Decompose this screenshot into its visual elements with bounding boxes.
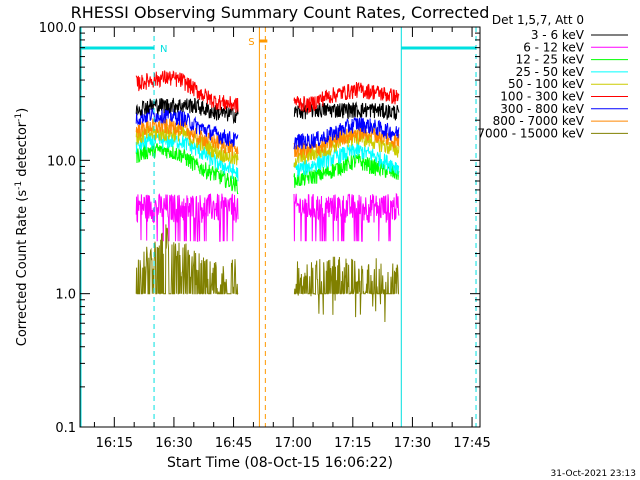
series-100-300-kev bbox=[135, 70, 400, 114]
night-label: N bbox=[160, 44, 167, 55]
tick-layer: 100.0 10.0 1.0 0.1 16:15 16:30 16:45 17:00 17:15… bbox=[39, 21, 491, 451]
series-line-100-300-kev-2 bbox=[293, 81, 400, 114]
series-line-800-7000-kev-1 bbox=[135, 117, 239, 157]
x-tick-label: 16:30 bbox=[155, 436, 192, 451]
series-line-300-800-kev-2 bbox=[293, 116, 400, 150]
y-tick-label: 1.0 bbox=[55, 288, 76, 303]
series-line-6-12-kev-2 bbox=[293, 192, 400, 242]
series-line-6-12-kev-1 bbox=[135, 193, 239, 242]
series-3-6-kev bbox=[135, 97, 400, 125]
y-tick-label: 10.0 bbox=[47, 154, 76, 169]
marker-layer: SN bbox=[80, 27, 477, 427]
series-line-3-6-kev-2 bbox=[293, 101, 400, 121]
x-tick-label: 17:30 bbox=[394, 436, 431, 451]
legend-label-7000-15000-kev: 7000 - 15000 keV bbox=[477, 126, 584, 140]
series-line-7000-15000-kev-1 bbox=[135, 224, 239, 296]
y-axis-label-end: ) bbox=[15, 108, 30, 113]
series-line-12-25-kev-1 bbox=[135, 142, 239, 195]
y-tick-label: 0.1 bbox=[55, 421, 76, 436]
y-tick-label: 100.0 bbox=[39, 21, 76, 36]
series-line-100-300-kev-1 bbox=[135, 70, 239, 113]
legend-label-50-100-kev: 50 - 100 keV bbox=[508, 77, 585, 91]
y-axis-label-main: Corrected Count Rate (s bbox=[15, 190, 30, 347]
series-line-50-100-kev-2 bbox=[293, 129, 400, 169]
x-tick-label: 16:45 bbox=[215, 436, 252, 451]
plot-frame bbox=[79, 26, 481, 428]
x-axis-label: Start Time (08-Oct-15 16:06:22) bbox=[167, 455, 393, 471]
y-axis-label: Corrected Count Rate (s-1 detector-1) bbox=[14, 108, 30, 346]
series-line-7000-15000-kev-2 bbox=[293, 256, 399, 323]
series-300-800-kev bbox=[135, 107, 400, 150]
legend-label-800-7000-kev: 800 - 7000 keV bbox=[493, 114, 585, 128]
x-tick-label: 17:15 bbox=[334, 436, 371, 451]
plot-area: SN 100.010.01.00.116:15 16:30 16:45 17:00 17… bbox=[39, 21, 491, 451]
y-axis-label-sup2: -1 bbox=[14, 113, 24, 122]
y-axis-label-sup1: -1 bbox=[14, 181, 24, 190]
series-line-25-50-kev-2 bbox=[293, 142, 400, 178]
data-layer bbox=[135, 70, 400, 323]
x-tick-label: 17:00 bbox=[274, 436, 311, 451]
legend-label-3-6-kev: 3 - 6 keV bbox=[531, 28, 585, 42]
legend-label-300-800-kev: 300 - 800 keV bbox=[500, 102, 584, 116]
legend-header: Det 1,5,7, Att 0 bbox=[492, 13, 584, 27]
legend-label-6-12-kev: 6 - 12 keV bbox=[523, 40, 585, 54]
x-tick-label: 17:45 bbox=[453, 436, 490, 451]
x-tick-label: 16:15 bbox=[96, 436, 133, 451]
series-line-300-800-kev-1 bbox=[135, 107, 239, 147]
footer-timestamp: 31-Oct-2021 23:13 bbox=[551, 469, 636, 479]
series-6-12-kev bbox=[135, 192, 400, 242]
saa-label: S bbox=[248, 37, 254, 48]
y-axis-label-mid: detector bbox=[15, 121, 30, 181]
series-7000-15000-kev bbox=[135, 224, 399, 323]
series-line-3-6-kev-1 bbox=[135, 97, 239, 125]
legend-label-100-300-kev: 100 - 300 keV bbox=[500, 90, 584, 104]
chart-title: RHESSI Observing Summary Count Rates, Co… bbox=[71, 3, 490, 22]
legend-label-25-50-kev: 25 - 50 keV bbox=[516, 65, 585, 79]
legend-label-12-25-kev: 12 - 25 keV bbox=[516, 53, 585, 67]
